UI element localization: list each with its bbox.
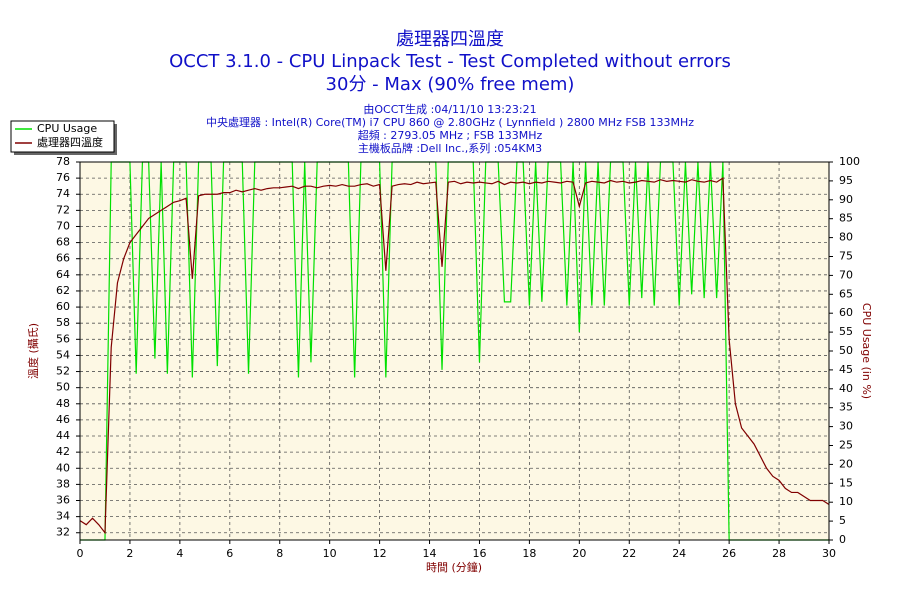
y2-tick-label: 35 [839, 401, 853, 414]
x-tick-label: 18 [522, 547, 536, 560]
x-tick-label: 26 [722, 547, 736, 560]
x-axis-label: 時間 (分鐘) [426, 560, 482, 574]
x-tick-label: 16 [472, 547, 486, 560]
y2-tick-label: 30 [839, 420, 853, 433]
x-tick-label: 24 [672, 547, 686, 560]
y2-tick-label: 45 [839, 363, 853, 376]
y-tick-label: 44 [56, 429, 70, 442]
chart-subtitle: 30分 - Max (90% free mem) [326, 74, 575, 95]
y2-tick-label: 100 [839, 155, 860, 168]
chart-subtitle: OCCT 3.1.0 - CPU Linpack Test - Test Com… [169, 51, 731, 72]
y-tick-label: 34 [56, 510, 70, 523]
y-tick-label: 58 [56, 316, 70, 329]
x-tick-label: 10 [323, 547, 337, 560]
plot-area [80, 162, 829, 540]
y-tick-label: 52 [56, 365, 70, 378]
y-tick-label: 60 [56, 300, 70, 313]
info-line: 由OCCT生成 :04/11/10 13:23:21 [363, 102, 536, 116]
y-tick-label: 54 [56, 348, 70, 361]
y-tick-label: 46 [56, 413, 70, 426]
x-tick-label: 12 [373, 547, 387, 560]
info-line: 中央處理器 : Intel(R) Core(TM) i7 CPU 860 @ 2… [206, 115, 694, 129]
y-tick-label: 32 [56, 526, 70, 539]
legend-label: 處理器四溫度 [37, 135, 103, 149]
y2-tick-label: 20 [839, 457, 853, 470]
y2-tick-label: 10 [839, 495, 853, 508]
x-tick-label: 20 [572, 547, 586, 560]
y2-tick-label: 50 [839, 344, 853, 357]
y2-tick-label: 40 [839, 382, 853, 395]
y-tick-label: 56 [56, 332, 70, 345]
legend-label: CPU Usage [37, 122, 97, 135]
info-line: 超頻 : 2793.05 MHz ; FSB 133MHz [358, 128, 543, 142]
y-tick-label: 70 [56, 219, 70, 232]
y-tick-label: 66 [56, 252, 70, 265]
series-line [79, 177, 830, 535]
y-tick-label: 76 [56, 171, 70, 184]
y2-tick-label: 15 [839, 476, 853, 489]
y-axis-label: 溫度 (攝氏) [26, 323, 40, 379]
info-line: 主機板品牌 :Dell Inc.,系列 :054KM3 [358, 141, 542, 155]
y2-tick-label: 60 [839, 306, 853, 319]
x-tick-label: 30 [822, 547, 836, 560]
y2-tick-label: 5 [839, 514, 846, 527]
y2-axis-label: CPU Usage (in %) [860, 303, 873, 399]
x-tick-label: 6 [226, 547, 233, 560]
y-tick-label: 72 [56, 203, 70, 216]
y2-tick-label: 80 [839, 231, 853, 244]
y-tick-label: 74 [56, 187, 70, 200]
y2-tick-label: 70 [839, 268, 853, 281]
y2-tick-label: 85 [839, 212, 853, 225]
y-tick-label: 62 [56, 284, 70, 297]
x-tick-label: 28 [772, 547, 786, 560]
x-tick-label: 8 [276, 547, 283, 560]
x-tick-label: 14 [423, 547, 437, 560]
y-tick-label: 78 [56, 155, 70, 168]
x-tick-label: 2 [126, 547, 133, 560]
y-tick-label: 42 [56, 445, 70, 458]
y-tick-label: 48 [56, 397, 70, 410]
y2-tick-label: 0 [839, 533, 846, 546]
y-tick-label: 38 [56, 477, 70, 490]
x-tick-label: 0 [77, 547, 84, 560]
y2-tick-label: 55 [839, 325, 853, 338]
x-tick-label: 22 [622, 547, 636, 560]
y-tick-label: 50 [56, 381, 70, 394]
y2-tick-label: 90 [839, 193, 853, 206]
legend [10, 120, 115, 153]
y2-tick-label: 95 [839, 174, 853, 187]
y-tick-label: 40 [56, 461, 70, 474]
plot-frame [79, 161, 830, 541]
y-tick-label: 36 [56, 494, 70, 507]
y-tick-label: 68 [56, 236, 70, 249]
x-tick-label: 4 [176, 547, 183, 560]
y-tick-label: 64 [56, 268, 70, 281]
chart-title: 處理器四溫度 [396, 29, 504, 50]
y2-tick-label: 65 [839, 287, 853, 300]
y2-tick-label: 75 [839, 250, 853, 263]
y2-tick-label: 25 [839, 439, 853, 452]
